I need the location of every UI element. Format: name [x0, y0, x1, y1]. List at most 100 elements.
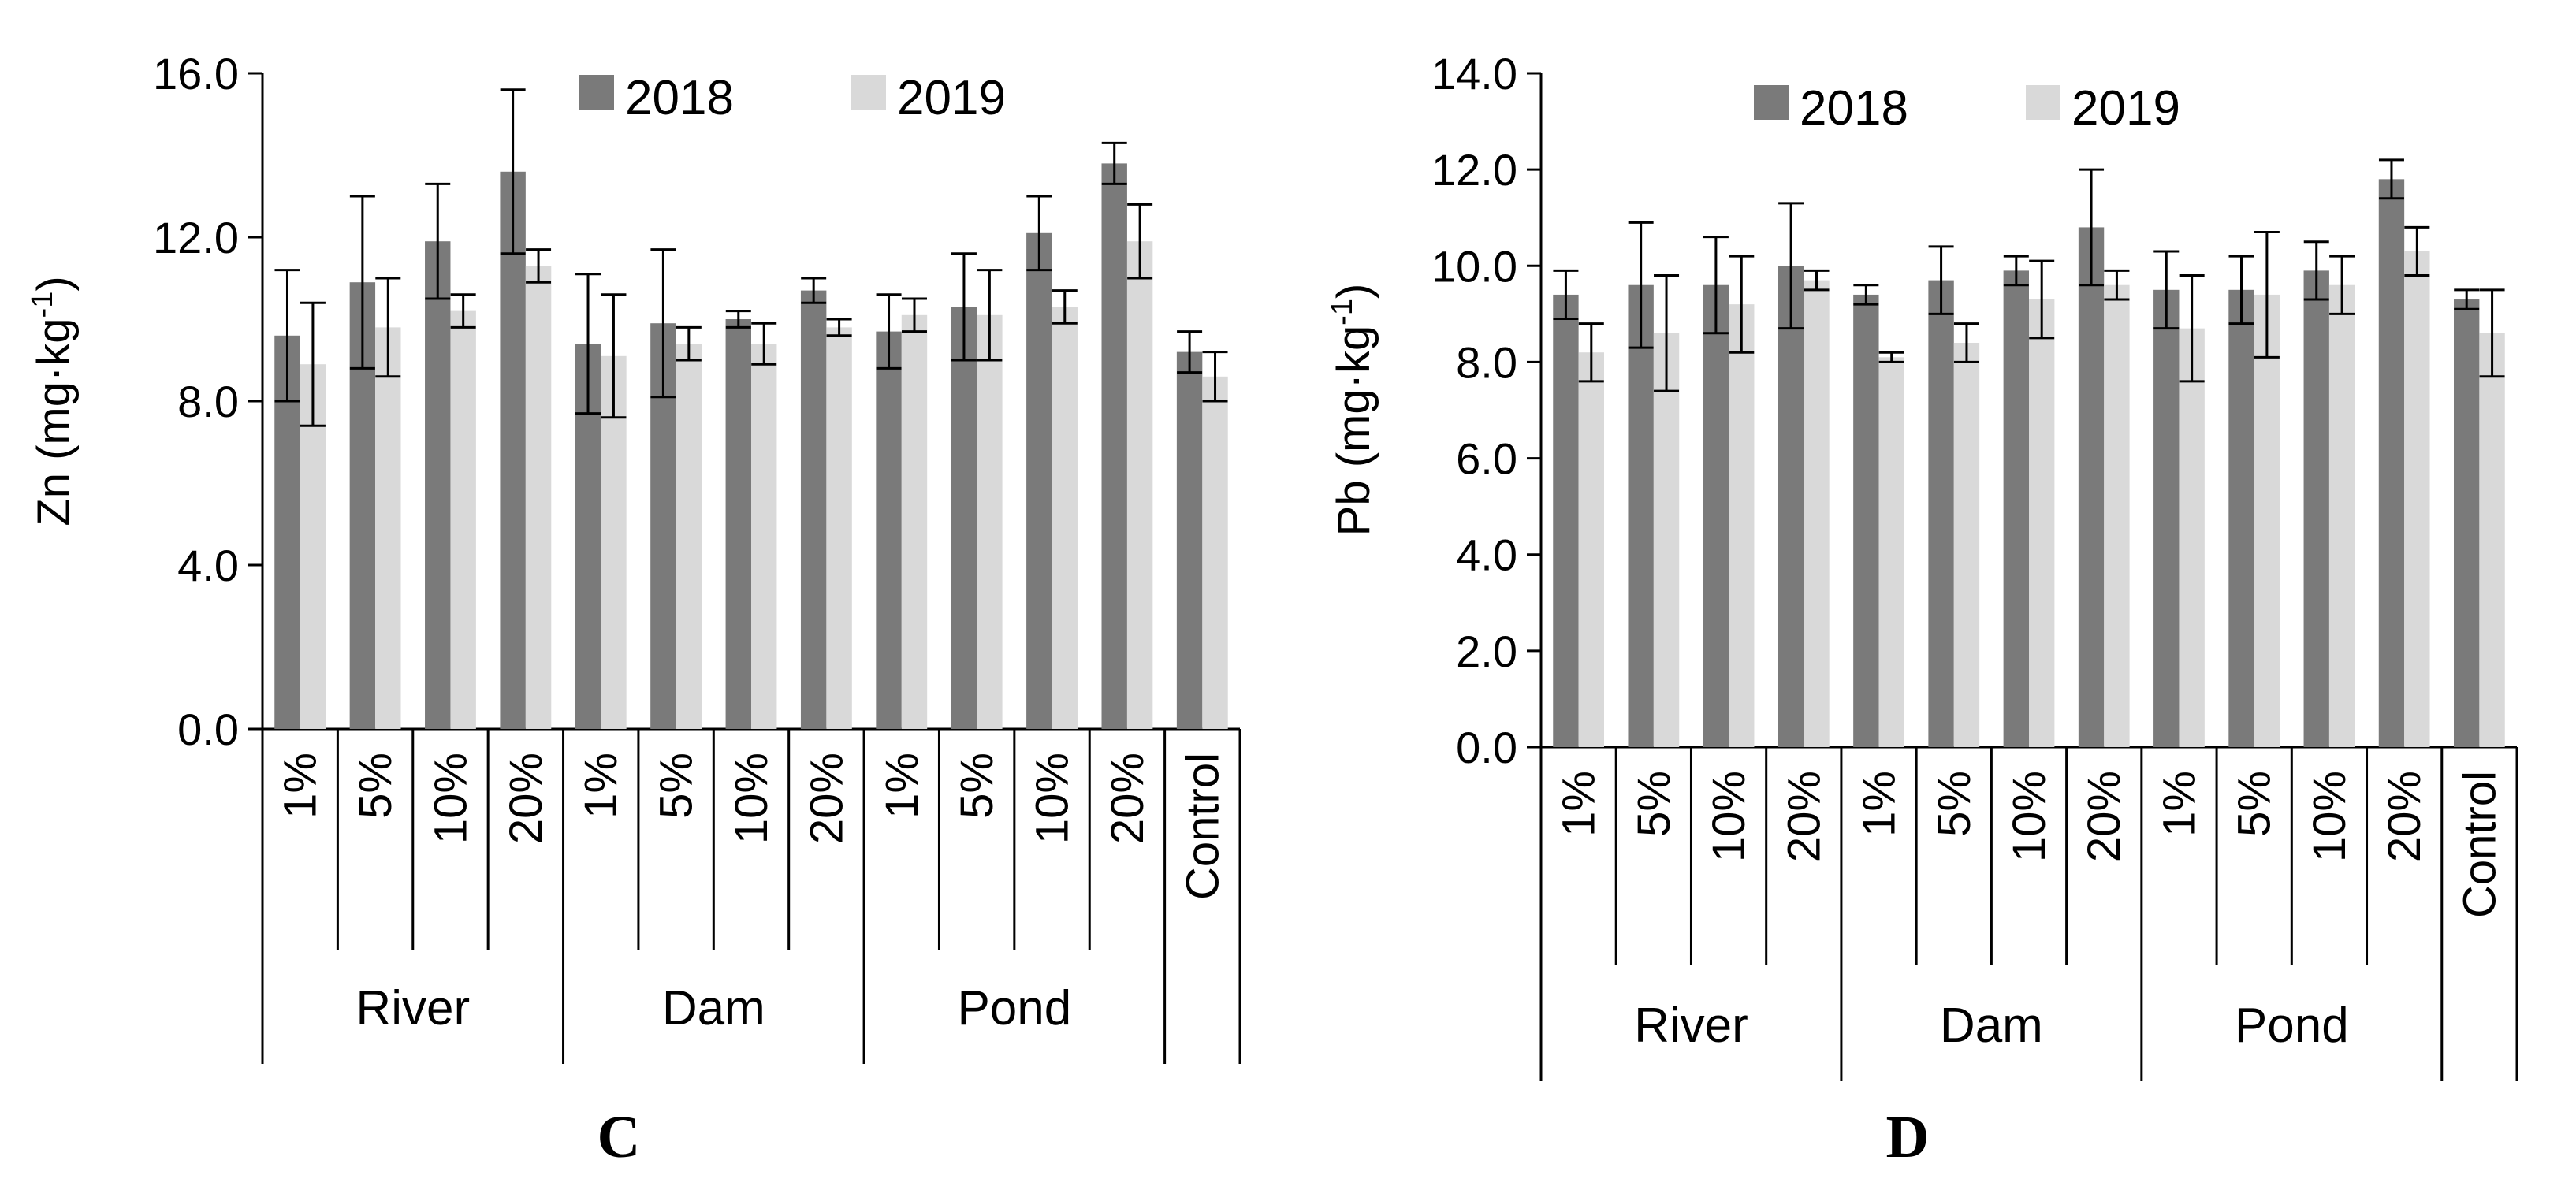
category-label: 10%	[2304, 771, 2355, 862]
y-tick-label: 8.0	[177, 377, 239, 426]
bar-2018-7	[800, 290, 827, 730]
bar-2019-1	[1653, 333, 1680, 747]
category-label: 5%	[651, 753, 702, 819]
legend-swatch-2018	[579, 75, 614, 110]
bar-2018-12	[1176, 351, 1203, 729]
category-label: 20%	[1778, 771, 1830, 862]
category-label: 1%	[2153, 771, 2205, 837]
bar-2019-5	[1953, 343, 1980, 747]
bar-2019-2	[450, 310, 476, 730]
panel-letter: D	[1886, 1104, 1930, 1170]
bar-2018-8	[2153, 289, 2180, 748]
y-tick-label: 16.0	[153, 49, 239, 99]
bar-2019-3	[1804, 280, 1830, 747]
y-axis-label: Zn (mg·kg-1)	[26, 276, 80, 526]
y-tick-label: 12.0	[153, 213, 239, 262]
category-label: 20%	[2079, 771, 2130, 862]
category-label: 5%	[1629, 771, 1680, 837]
y-tick-label: 2.0	[1456, 627, 1517, 676]
category-label: 1%	[1554, 771, 1605, 837]
category-label: 10%	[425, 753, 476, 844]
bar-2019-12	[2479, 333, 2505, 747]
y-tick-label: 8.0	[1456, 337, 1517, 387]
bar-2019-11	[2404, 251, 2430, 747]
category-label: 20%	[501, 753, 552, 844]
category-label: Control	[1177, 753, 1228, 900]
chart-panel-d: 0.0 2.0 4.0 6.0 8.0 10.0 12.0 14.0 Pb (mg·kg-1) 1…	[1326, 49, 2518, 1170]
bar-2019-0	[1578, 352, 1604, 747]
bar-2018-9	[2228, 289, 2254, 748]
bar-2019-5	[676, 344, 702, 729]
category-label: 10%	[1703, 771, 1755, 862]
group-label: Pond	[2235, 998, 2349, 1053]
bar-2018-6	[2003, 270, 2029, 748]
category-label: 1%	[575, 753, 627, 819]
bar-2019-4	[1878, 357, 1904, 747]
category-label: 1%	[877, 753, 928, 819]
y-tick-label: 0.0	[177, 705, 239, 754]
legend-swatch-2019	[2026, 85, 2060, 120]
group-label: Dam	[662, 981, 765, 1036]
y-axis-label: Pb (mg·kg-1)	[1326, 284, 1379, 537]
legend-swatch-2018	[1754, 85, 1789, 120]
legend-label-2019: 2019	[897, 71, 1006, 125]
category-label: 10%	[1027, 753, 1078, 844]
bar-2019-7	[826, 327, 852, 729]
bar-2018-2	[1703, 284, 1729, 747]
bar-2019-9	[2254, 294, 2280, 747]
bar-2018-3	[1778, 266, 1804, 747]
bar-2018-1	[1628, 284, 1654, 747]
bar-2019-8	[901, 314, 928, 729]
bar-2018-11	[1101, 163, 1127, 729]
y-tick-label: 0.0	[1456, 723, 1517, 772]
chart-panel-c: 0.0 4.0 8.0 12.0 16.0 Zn (mg·kg-1) 1% 5% 10% 20% 1…	[26, 49, 1241, 1170]
bar-2019-6	[751, 344, 777, 729]
category-label: 10%	[726, 753, 777, 844]
bar-2019-10	[1052, 307, 1078, 729]
bar-2019-12	[1202, 376, 1228, 729]
legend-label-2018: 2018	[625, 71, 734, 125]
category-label: 5%	[350, 753, 401, 819]
group-label: River	[1634, 998, 1748, 1053]
y-tick-label: 6.0	[1456, 434, 1517, 484]
bar-2018-0	[1553, 294, 1579, 747]
bar-2018-10	[1026, 232, 1052, 729]
y-tick-label: 14.0	[1431, 49, 1517, 99]
y-tick-label: 10.0	[1431, 241, 1517, 291]
category-label: 20%	[801, 753, 852, 844]
bar-2019-8	[2179, 328, 2205, 747]
bar-2018-12	[2454, 299, 2480, 747]
bar-2019-2	[1729, 304, 1755, 748]
category-label: 5%	[1929, 771, 1980, 837]
y-tick-label: 4.0	[1456, 530, 1517, 580]
bar-2018-4	[1853, 294, 1879, 747]
category-label: 5%	[951, 753, 1003, 819]
y-tick-label: 4.0	[177, 541, 239, 590]
bar-2019-10	[2328, 284, 2355, 747]
category-label: Control	[2454, 771, 2505, 918]
category-label: 1%	[1854, 771, 1905, 837]
group-label: Dam	[1940, 998, 2043, 1053]
legend-label-2018: 2018	[1800, 81, 1908, 136]
category-label: 10%	[2004, 771, 2055, 862]
bar-2019-3	[525, 266, 552, 729]
group-label: River	[356, 981, 470, 1036]
bar-2018-8	[876, 331, 902, 729]
legend-label-2019: 2019	[2072, 81, 2180, 136]
bar-2018-5	[1928, 280, 1954, 747]
bar-2018-2	[425, 241, 451, 729]
category-label: 5%	[2229, 771, 2280, 837]
bar-2018-11	[2378, 179, 2405, 747]
bar-2018-3	[500, 171, 526, 730]
group-label: Pond	[957, 981, 1071, 1036]
bar-2019-1	[375, 327, 401, 729]
bar-2019-7	[2104, 284, 2130, 747]
category-label: 20%	[2379, 771, 2430, 862]
bar-2018-7	[2078, 227, 2105, 747]
y-tick-label: 12.0	[1431, 145, 1517, 195]
bar-2019-9	[977, 314, 1003, 729]
bar-2018-10	[2303, 270, 2329, 748]
bar-2018-6	[725, 319, 751, 729]
category-label: 1%	[275, 753, 326, 819]
